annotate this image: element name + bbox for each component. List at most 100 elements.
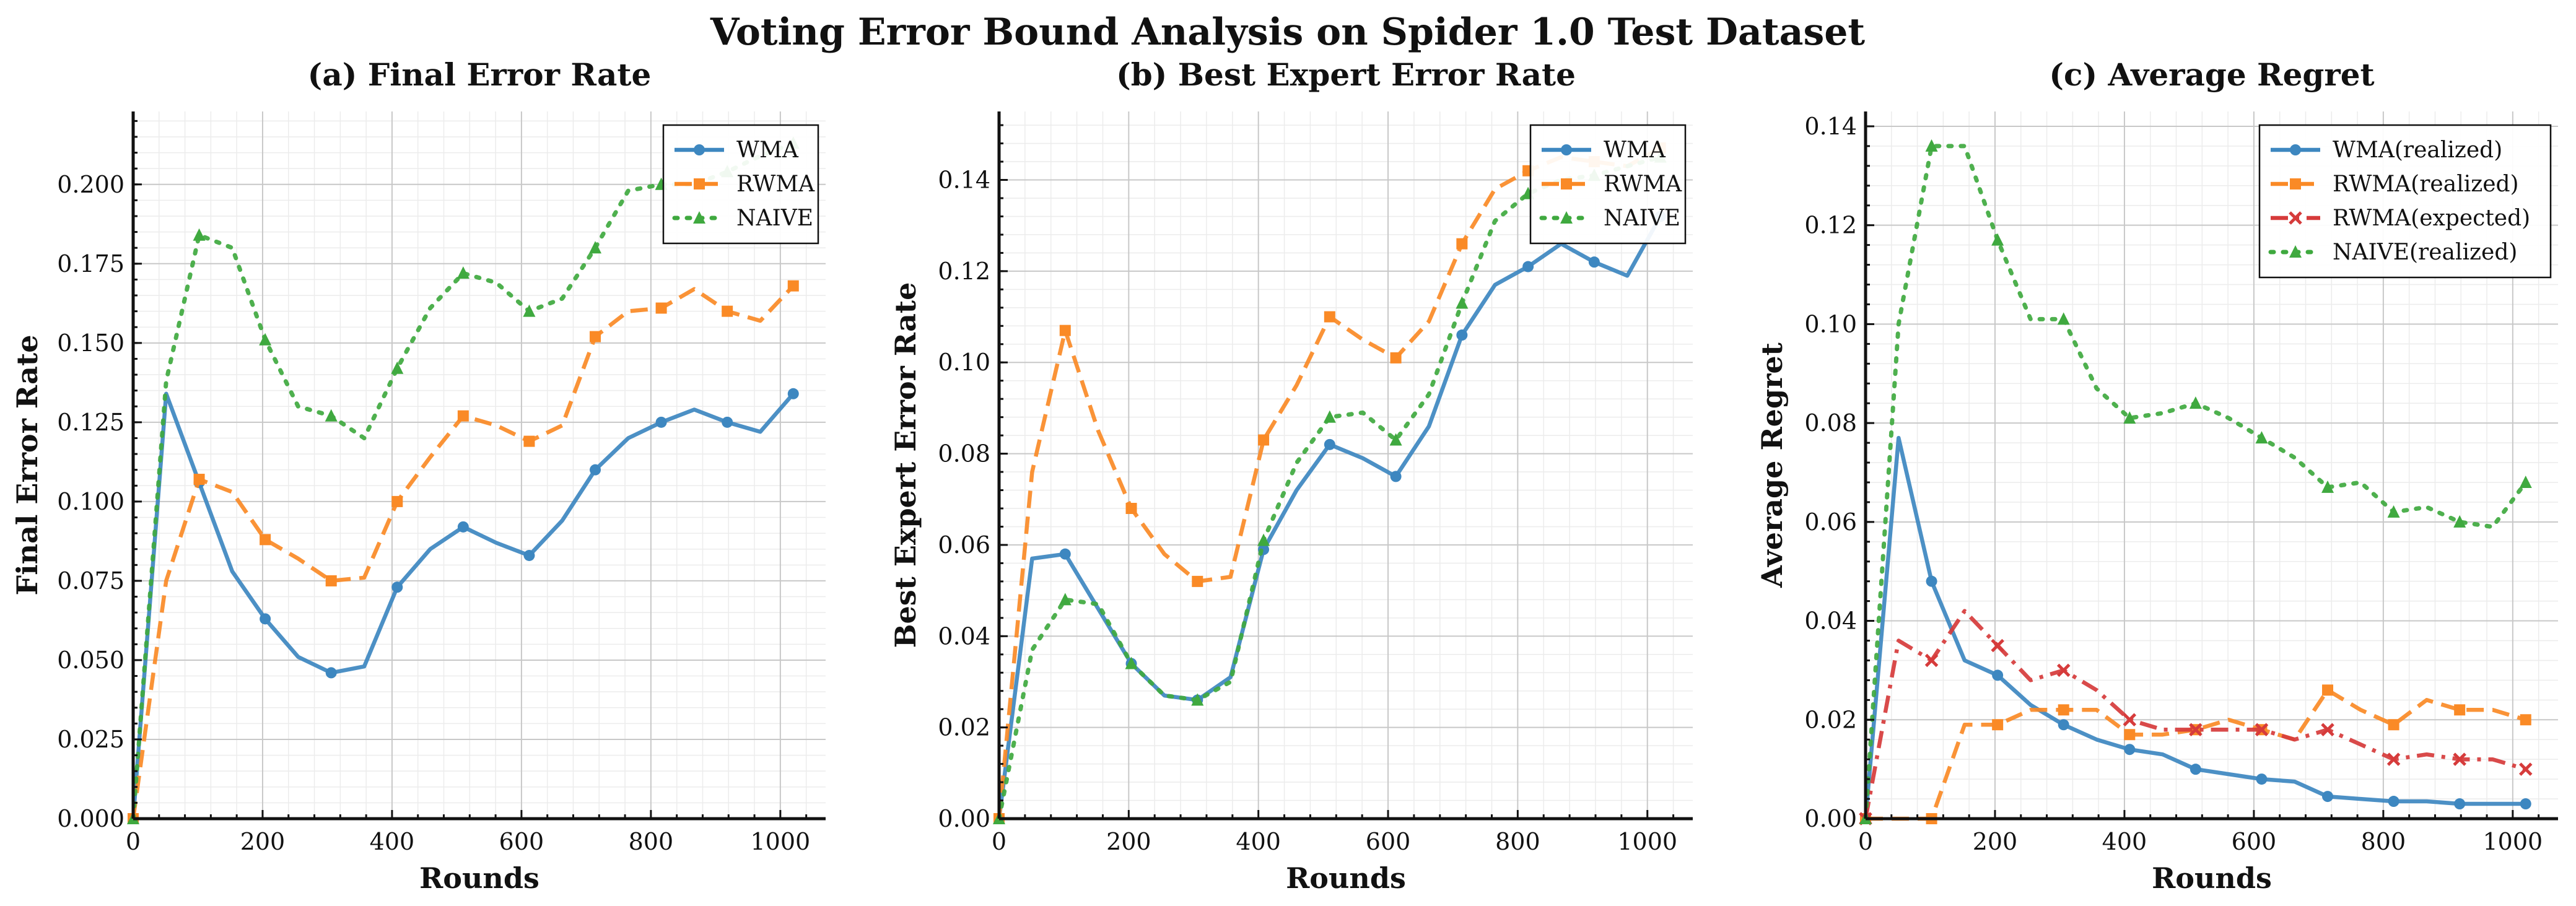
y-tick-label: 0.02 <box>1804 706 1857 733</box>
data-point-rwma <box>260 534 271 546</box>
legend-marker-naive <box>2289 245 2302 258</box>
data-point-rwma_expected <box>2453 752 2466 766</box>
data-point-naive <box>1125 656 1138 669</box>
x-tick-label: 0 <box>1858 828 1873 855</box>
y-tick-label: 0.06 <box>938 531 990 559</box>
legend-label-rwma: RWMA <box>736 172 815 197</box>
data-point-naive <box>1323 410 1336 423</box>
legend-marker-rwma <box>694 178 705 189</box>
data-point-wma <box>457 521 469 533</box>
data-point-wma <box>2322 791 2334 803</box>
data-point-wma <box>1926 575 1937 587</box>
data-point-rwma <box>2454 704 2466 716</box>
data-point-naive <box>1257 533 1270 546</box>
legend-marker-wma <box>694 144 705 155</box>
data-point-rwma <box>1258 434 1270 446</box>
data-point-naive <box>456 266 469 279</box>
y-tick-label: 0.10 <box>938 349 990 376</box>
data-point-wma <box>523 549 535 561</box>
data-point-rwma_expected <box>2518 762 2533 776</box>
x-axis-label: Rounds <box>2152 861 2272 895</box>
data-point-naive <box>2123 411 2136 424</box>
data-point-rwma <box>1992 719 2004 731</box>
data-point-naive <box>325 409 338 422</box>
data-point-naive <box>1389 433 1402 446</box>
series-line-rwma_expected <box>1863 609 2526 819</box>
data-point-wma <box>391 581 403 593</box>
y-tick-label: 0.100 <box>57 488 124 515</box>
series-naive <box>993 150 1667 824</box>
data-point-naive <box>2057 312 2070 325</box>
x-axis-label: Rounds <box>419 861 539 895</box>
data-point-rwma <box>590 331 601 342</box>
panel-title: (c) Average Regret <box>2049 56 2374 93</box>
x-tick-label: 400 <box>370 828 415 855</box>
y-tick-label: 0.150 <box>57 329 124 357</box>
data-point-naive <box>1925 139 1938 152</box>
data-point-wma <box>1456 329 1468 341</box>
series-rwma <box>128 280 799 824</box>
data-point-naive <box>2453 515 2466 528</box>
data-point-rwma <box>1192 575 1203 587</box>
legend-label-wma: WMA <box>736 137 799 163</box>
y-tick-label: 0.08 <box>1804 409 1857 437</box>
data-point-naive <box>2519 475 2532 488</box>
data-point-wma <box>2058 719 2069 731</box>
x-tick-label: 800 <box>1495 828 1540 855</box>
data-point-rwma_expected <box>2189 723 2203 737</box>
legend-marker-wma <box>1561 144 1572 155</box>
data-point-naive <box>523 304 536 317</box>
panels: 0 200 400 600 800 10000.0000.0250.0500.0750.1… <box>11 56 2558 895</box>
panel-title: (a) Final Error Rate <box>308 56 652 93</box>
data-point-rwma <box>1059 325 1071 336</box>
data-point-wma <box>787 388 799 399</box>
data-point-rwma_expected <box>2056 663 2071 677</box>
x-tick-label: 600 <box>499 828 544 855</box>
x-tick-label: 0 <box>992 828 1006 855</box>
series-line-naive <box>997 155 1663 821</box>
y-tick-label: 0.075 <box>57 567 124 595</box>
y-axis-label: Average Regret <box>1755 342 1789 588</box>
data-point-rwma_expected <box>1991 638 2004 653</box>
data-point-rwma <box>2322 684 2334 696</box>
data-point-rwma_expected <box>2123 713 2137 727</box>
panel-title: (b) Best Expert Error Rate <box>1116 56 1576 93</box>
data-point-naive <box>1191 693 1204 706</box>
data-point-wma <box>1522 261 1534 272</box>
x-tick-label: 400 <box>2102 828 2147 855</box>
x-tick-label: 200 <box>240 828 286 855</box>
data-point-wma <box>2454 798 2466 810</box>
data-point-wma <box>590 464 601 476</box>
data-point-naive <box>1456 296 1469 309</box>
legend-label-rwma: RWMA <box>1604 172 1682 197</box>
data-point-naive <box>193 228 206 241</box>
data-point-rwma <box>523 435 535 447</box>
data-point-rwma <box>787 280 799 292</box>
series-line-wma <box>1863 435 2526 819</box>
data-point-rwma_expected <box>2321 723 2334 737</box>
figure-suptitle: Voting Error Bound Analysis on Spider 1.… <box>710 11 1866 54</box>
data-point-wma <box>655 416 667 428</box>
y-tick-label: 0.125 <box>57 409 124 436</box>
y-tick-label: 0.000 <box>57 805 124 832</box>
legend-label-rwma_expected: RWMA(expected) <box>2333 206 2530 231</box>
y-tick-label: 0.00 <box>1804 805 1857 832</box>
series-line-naive <box>131 141 796 821</box>
legend-label-wma: WMA(realized) <box>2333 137 2502 163</box>
data-point-rwma_expected <box>1924 653 1939 668</box>
y-tick-label: 0.12 <box>1804 212 1857 239</box>
legend-label-wma: WMA <box>1604 137 1666 163</box>
data-point-wma <box>1588 256 1600 268</box>
legend-label-naive: NAIVE <box>736 206 813 231</box>
x-tick-label: 1000 <box>1617 828 1677 855</box>
legend: WMA(realized) RWMA(realized) RWMA(expected… <box>2258 124 2552 279</box>
data-point-naive <box>1991 233 2004 246</box>
x-tick-label: 1000 <box>2483 828 2543 855</box>
data-point-wma <box>2190 764 2201 775</box>
legend-marker-naive <box>1560 211 1573 224</box>
data-point-rwma <box>2520 714 2531 726</box>
data-point-rwma <box>391 495 403 507</box>
data-point-wma <box>325 667 337 679</box>
data-point-naive <box>2387 505 2400 518</box>
